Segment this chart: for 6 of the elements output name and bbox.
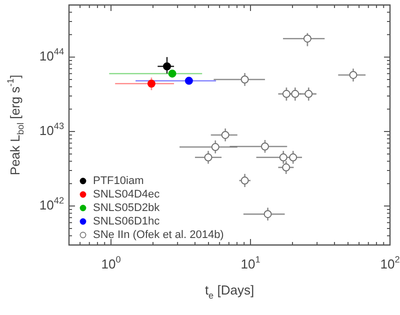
legend-label: SNLS05D2bk bbox=[93, 202, 160, 214]
y-axis-title: Peak Lbol [erg s-1] bbox=[5, 74, 26, 176]
legend-label: SNLS06D1hc bbox=[93, 216, 160, 228]
legend-label: PTF10iam bbox=[93, 175, 144, 188]
legend-label: SNLS04D4ec bbox=[93, 188, 160, 201]
legend-label: SNe IIn (Ofek et al. 2014b) bbox=[93, 229, 224, 242]
